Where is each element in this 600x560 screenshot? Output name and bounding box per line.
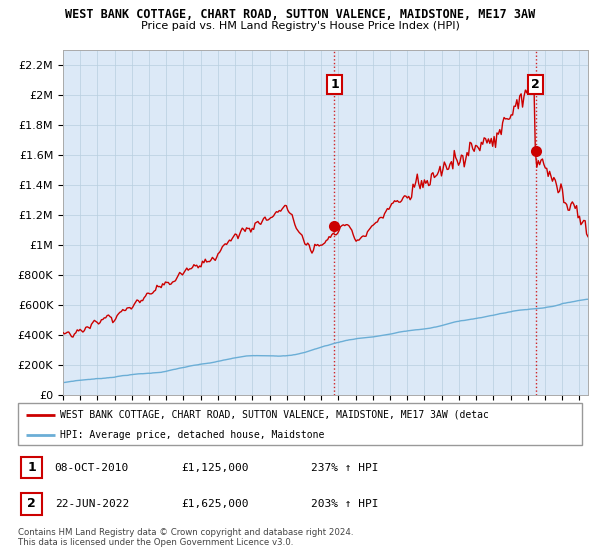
Text: Contains HM Land Registry data © Crown copyright and database right 2024.
This d: Contains HM Land Registry data © Crown c… — [18, 528, 353, 547]
Text: 1: 1 — [330, 78, 339, 91]
Text: £1,625,000: £1,625,000 — [182, 499, 249, 509]
Text: WEST BANK COTTAGE, CHART ROAD, SUTTON VALENCE, MAIDSTONE, ME17 3AW: WEST BANK COTTAGE, CHART ROAD, SUTTON VA… — [65, 8, 535, 21]
Text: 22-JUN-2022: 22-JUN-2022 — [55, 499, 129, 509]
Text: 1: 1 — [27, 461, 36, 474]
Text: £1,125,000: £1,125,000 — [182, 463, 249, 473]
Text: 203% ↑ HPI: 203% ↑ HPI — [311, 499, 379, 509]
Text: 2: 2 — [532, 78, 540, 91]
Text: WEST BANK COTTAGE, CHART ROAD, SUTTON VALENCE, MAIDSTONE, ME17 3AW (detac: WEST BANK COTTAGE, CHART ROAD, SUTTON VA… — [60, 410, 489, 420]
Text: HPI: Average price, detached house, Maidstone: HPI: Average price, detached house, Maid… — [60, 430, 325, 440]
Text: 2: 2 — [27, 497, 36, 511]
Text: Price paid vs. HM Land Registry's House Price Index (HPI): Price paid vs. HM Land Registry's House … — [140, 21, 460, 31]
Text: 08-OCT-2010: 08-OCT-2010 — [55, 463, 129, 473]
FancyBboxPatch shape — [21, 493, 42, 515]
FancyBboxPatch shape — [21, 457, 42, 478]
Text: 237% ↑ HPI: 237% ↑ HPI — [311, 463, 379, 473]
FancyBboxPatch shape — [18, 403, 582, 445]
